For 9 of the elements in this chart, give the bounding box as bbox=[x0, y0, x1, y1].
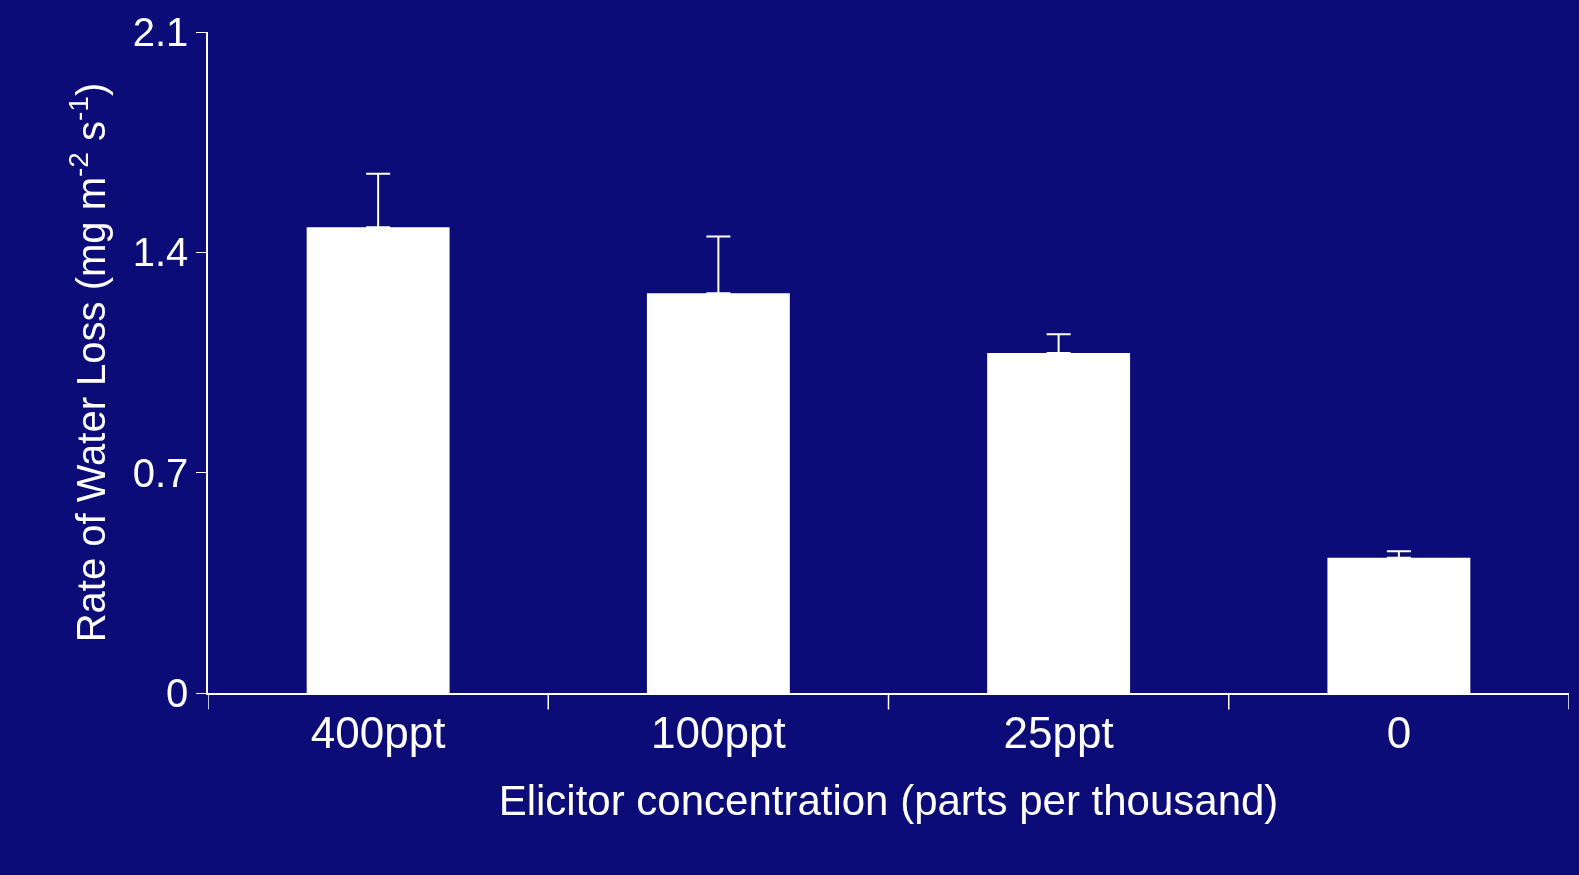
y-tick-label: 0 bbox=[166, 671, 189, 715]
x-tick-label: 25ppt bbox=[1003, 707, 1114, 757]
x-tick-label: 100ppt bbox=[651, 707, 786, 757]
y-tick-label: 1.4 bbox=[132, 230, 189, 275]
y-tick-label: 0.7 bbox=[132, 450, 189, 495]
y-tick-label: 2.1 bbox=[132, 10, 189, 54]
x-axis-title: Elicitor concentration (parts per thousand) bbox=[498, 776, 1279, 824]
x-tick-label: 400ppt bbox=[310, 707, 446, 757]
x-tick-label: 0 bbox=[1386, 707, 1412, 757]
